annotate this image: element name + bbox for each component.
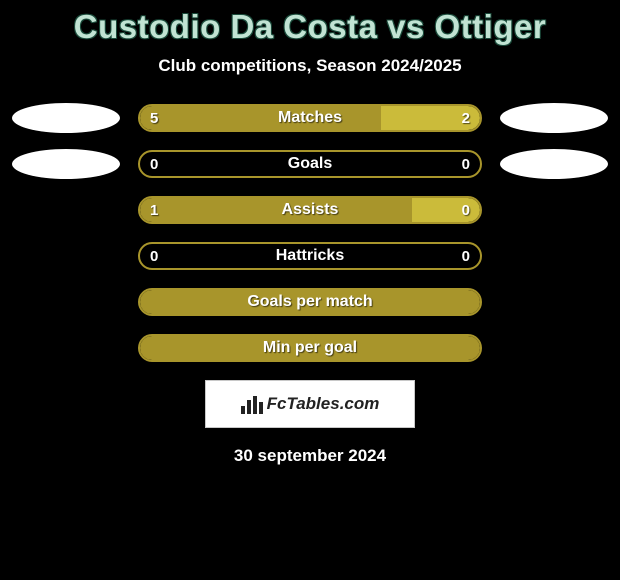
stat-bar: 00Hattricks bbox=[138, 242, 482, 270]
stat-row: 00Goals bbox=[0, 150, 620, 178]
site-badge: FcTables.com bbox=[205, 380, 415, 428]
page-subtitle: Club competitions, Season 2024/2025 bbox=[0, 56, 620, 76]
bar-chart-icon bbox=[241, 394, 263, 414]
stat-label: Min per goal bbox=[140, 336, 480, 360]
stat-row: Min per goal bbox=[0, 334, 620, 362]
stats-container: 52Matches 00Goals 10Assists 00Hattricks Goal… bbox=[0, 104, 620, 362]
stat-bar: Goals per match bbox=[138, 288, 482, 316]
player-left-avatar bbox=[12, 103, 120, 133]
stat-row: 52Matches bbox=[0, 104, 620, 132]
stat-bar: 00Goals bbox=[138, 150, 482, 178]
stat-bar: Min per goal bbox=[138, 334, 482, 362]
stat-row: 00Hattricks bbox=[0, 242, 620, 270]
stat-label: Goals per match bbox=[140, 290, 480, 314]
stat-label: Matches bbox=[140, 106, 480, 130]
player-right-avatar bbox=[500, 149, 608, 179]
stat-row: Goals per match bbox=[0, 288, 620, 316]
stat-label: Assists bbox=[140, 198, 480, 222]
stat-label: Hattricks bbox=[140, 244, 480, 268]
stat-row: 10Assists bbox=[0, 196, 620, 224]
player-left-avatar bbox=[12, 149, 120, 179]
stat-bar: 52Matches bbox=[138, 104, 482, 132]
stat-bar: 10Assists bbox=[138, 196, 482, 224]
date-line: 30 september 2024 bbox=[0, 446, 620, 466]
page-title: Custodio Da Costa vs Ottiger bbox=[0, 8, 620, 46]
badge-text: FcTables.com bbox=[267, 394, 380, 414]
stat-label: Goals bbox=[140, 152, 480, 176]
player-right-avatar bbox=[500, 103, 608, 133]
